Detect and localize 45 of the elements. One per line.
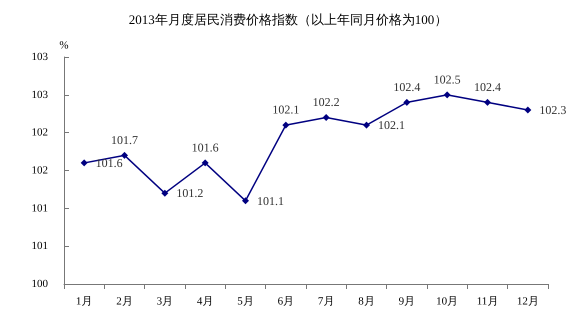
data-label: 101.7 [111, 132, 138, 147]
x-tick-label: 12月 [516, 296, 539, 308]
point [242, 197, 249, 204]
point [363, 122, 370, 129]
y-tick-label: 102 [32, 126, 48, 139]
data-label: 102.3 [539, 102, 566, 117]
point [161, 190, 168, 197]
point [403, 98, 410, 106]
data-label: 102.1 [272, 102, 300, 117]
data-label: 102.4 [474, 80, 501, 94]
data-label: 102.5 [434, 72, 461, 86]
y-tick-label: 103 [32, 51, 48, 63]
x-tick-label: 8月 [358, 296, 375, 308]
x-tick-label: 9月 [398, 296, 416, 308]
chart-title: 2013年月度居民消费价格指数（以上年同月价格为100） [128, 12, 448, 27]
point [322, 114, 330, 122]
data-label: 101.6 [192, 140, 219, 154]
y-axis-title: % [59, 40, 69, 52]
x-tick-label: 7月 [318, 296, 334, 308]
data-label: 102.4 [393, 80, 420, 94]
x-tick-label: 6月 [278, 296, 294, 308]
data-label: 101.2 [176, 186, 204, 200]
data-label: 101.1 [257, 194, 284, 208]
y-tick-label: 100 [32, 278, 48, 290]
point [121, 152, 128, 159]
x-tick-label: 1月 [76, 296, 92, 308]
x-tick-label: 4月 [196, 296, 214, 308]
data-label: 102.2 [312, 95, 340, 110]
point [80, 159, 88, 166]
point [202, 159, 209, 166]
y-tick-label: 103 [32, 88, 48, 101]
point [524, 106, 532, 114]
y-tick-label: 101 [32, 240, 48, 252]
x-tick-label: 11月 [476, 296, 498, 308]
x-tick-label: 3月 [156, 296, 174, 308]
y-tick-label: 102 [32, 164, 48, 176]
point [444, 91, 451, 98]
x-tick-label: 5月 [237, 296, 254, 308]
data-label: 102.1 [378, 118, 405, 132]
point [282, 122, 290, 129]
y-tick-label: 101 [32, 202, 48, 214]
x-tick-label: 2月 [116, 296, 133, 308]
data-label: 101.6 [96, 156, 123, 170]
x-tick-label: 10月 [436, 296, 458, 308]
point [484, 98, 491, 106]
